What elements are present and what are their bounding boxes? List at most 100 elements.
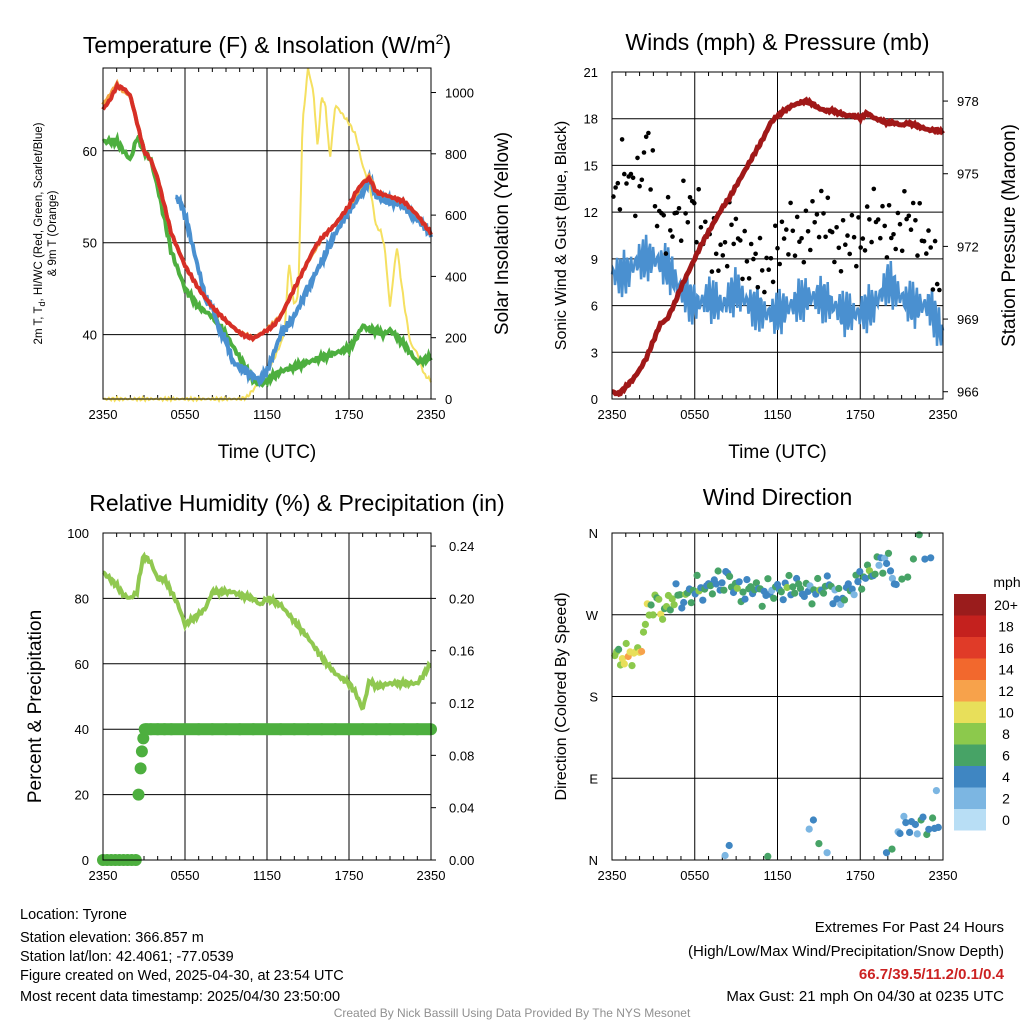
wind-direction-point bbox=[925, 825, 933, 833]
temp-y2tick-label: 200 bbox=[445, 331, 467, 346]
gust-point bbox=[784, 227, 789, 232]
wind-direction-point bbox=[906, 828, 914, 837]
wind-direction-point bbox=[791, 589, 799, 597]
gust-point bbox=[685, 220, 691, 225]
gust-point bbox=[895, 210, 901, 216]
gust-point bbox=[880, 203, 885, 209]
dir-plot-frame bbox=[611, 532, 944, 861]
gust-point bbox=[897, 221, 903, 227]
gust-point bbox=[786, 252, 791, 257]
rh-panel-title: Relative Humidity (%) & Precipitation (i… bbox=[89, 490, 504, 516]
wind-direction-point bbox=[854, 578, 862, 586]
gust-point bbox=[720, 253, 726, 258]
wind-direction-point bbox=[733, 584, 741, 592]
gust-point bbox=[814, 212, 820, 217]
wind-direction-point bbox=[888, 574, 897, 583]
gust-point bbox=[832, 259, 837, 265]
wind-direction-point bbox=[641, 620, 650, 629]
wind-panel-title: Winds (mph) & Pressure (mb) bbox=[625, 29, 929, 55]
wind-direction-point bbox=[856, 568, 864, 576]
wind-direction-point bbox=[793, 574, 801, 583]
wind-direction-point bbox=[808, 600, 816, 608]
temp-x-axis-label: Time (UTC) bbox=[218, 442, 317, 463]
wind-xtick-label: 1150 bbox=[764, 407, 792, 422]
speed-legend-label: 16 bbox=[998, 640, 1014, 656]
temp-panel-title: Temperature (F) & Insolation (W/m2) bbox=[83, 31, 451, 58]
wind-direction-point bbox=[676, 591, 684, 599]
gust-point bbox=[799, 236, 804, 241]
wind-direction-point bbox=[659, 615, 667, 623]
gust-point bbox=[635, 155, 640, 161]
speed-legend-label: 14 bbox=[998, 662, 1014, 678]
wind-direction-point bbox=[714, 567, 722, 575]
wind-direction-point bbox=[693, 571, 701, 580]
gust-point bbox=[825, 195, 831, 201]
speed-legend-swatch bbox=[954, 723, 986, 745]
wind-direction-point bbox=[628, 662, 636, 670]
speed-legend-swatch bbox=[954, 744, 986, 766]
gust-point bbox=[849, 212, 855, 218]
wind-direction-point bbox=[718, 579, 726, 587]
wind-direction-point bbox=[814, 574, 822, 583]
wind-direction-point bbox=[622, 639, 630, 648]
gust-point bbox=[836, 245, 842, 251]
speed-legend-swatch bbox=[954, 809, 986, 831]
extremes-title: Extremes For Past 24 Hours bbox=[814, 919, 1004, 936]
wind-direction-point bbox=[708, 590, 717, 598]
wind-y2tick-label: 972 bbox=[957, 239, 979, 254]
gust-point bbox=[790, 228, 796, 234]
wind-direction-point bbox=[823, 572, 831, 580]
wind-direction-point bbox=[721, 851, 729, 860]
gust-point bbox=[913, 218, 918, 223]
rh-y2tick-label: 0.00 bbox=[449, 853, 474, 868]
wind-direction-point bbox=[649, 611, 657, 619]
temp-xtick-label: 2350 bbox=[89, 407, 118, 422]
gust-point bbox=[805, 229, 811, 234]
wind-x-axis-label: Time (UTC) bbox=[728, 442, 827, 463]
wind-direction-point bbox=[615, 645, 623, 654]
gust-point bbox=[654, 223, 660, 229]
gust-point bbox=[643, 134, 649, 140]
wind-direction-point bbox=[934, 823, 942, 832]
gust-point bbox=[628, 171, 634, 177]
gust-point bbox=[613, 185, 618, 190]
gust-point bbox=[683, 211, 688, 216]
gust-point bbox=[744, 259, 750, 264]
gust-point bbox=[709, 269, 715, 274]
rh-ytick-label: 20 bbox=[75, 788, 89, 803]
gust-point bbox=[854, 263, 859, 269]
gust-point bbox=[864, 204, 870, 209]
wind-direction-point bbox=[823, 849, 831, 857]
gust-point bbox=[867, 217, 872, 222]
wind-direction-point bbox=[638, 647, 646, 656]
gust-point bbox=[788, 200, 793, 206]
gust-point bbox=[875, 217, 881, 222]
precip-point bbox=[137, 732, 150, 745]
wind-direction-point bbox=[735, 578, 743, 586]
rh-ytick-label: 60 bbox=[75, 657, 89, 672]
speed-legend-label: 10 bbox=[998, 705, 1014, 721]
gust-point bbox=[762, 289, 767, 295]
gust-point bbox=[652, 204, 658, 209]
gust-point bbox=[729, 222, 734, 228]
insolation-axis-label: Solar Insolation (Yellow) bbox=[492, 132, 513, 335]
speed-legend-swatch bbox=[954, 594, 986, 616]
gust-point bbox=[924, 251, 929, 256]
gust-point bbox=[878, 235, 883, 241]
wind-direction-point bbox=[712, 580, 720, 588]
gust-point bbox=[773, 223, 778, 229]
gust-point bbox=[871, 186, 877, 192]
wind-direction-point bbox=[741, 595, 749, 603]
gust-point bbox=[751, 256, 756, 262]
wind-direction-point bbox=[898, 575, 906, 583]
speed-legend-label: 2 bbox=[1002, 791, 1010, 807]
gust-point bbox=[619, 137, 625, 142]
gust-point bbox=[639, 177, 645, 183]
speed-legend-swatch bbox=[954, 637, 986, 659]
wind-direction-point bbox=[764, 575, 772, 583]
wind-direction-point bbox=[882, 849, 891, 857]
wind-direction-point bbox=[639, 628, 648, 636]
speed-legend-label: 6 bbox=[1002, 748, 1010, 764]
speed-legend-swatch bbox=[954, 701, 986, 723]
dir-ytick-label: N bbox=[589, 526, 598, 541]
